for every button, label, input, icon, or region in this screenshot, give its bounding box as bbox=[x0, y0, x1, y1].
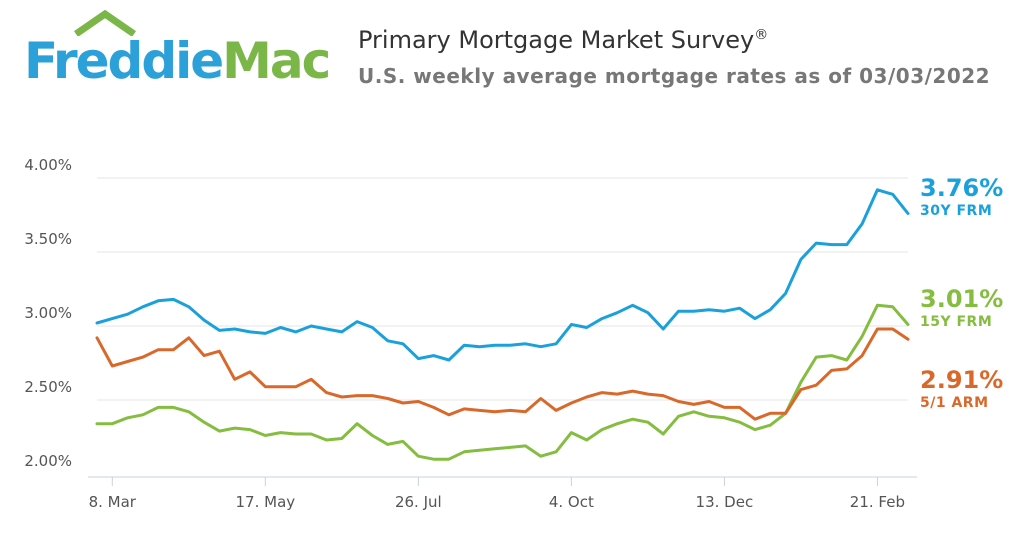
x-tick-label: 21. Feb bbox=[850, 493, 905, 511]
y-tick-label: 3.00% bbox=[24, 304, 72, 322]
x-tick-label: 13. Dec bbox=[696, 493, 754, 511]
label-15y-frm: 3.01% 15Y FRM bbox=[920, 285, 1003, 331]
y-tick-label: 3.50% bbox=[24, 230, 72, 248]
grid-lines bbox=[97, 177, 908, 401]
label-30y-frm-name: 30Y FRM bbox=[920, 203, 993, 219]
y-tick-label: 2.00% bbox=[24, 452, 72, 470]
freddie-mac-logo: FreddieMac bbox=[20, 10, 331, 90]
y-tick-label: 4.00% bbox=[24, 156, 72, 174]
x-axis: 8. Mar 17. May 26. Jul 4. Oct 13. Dec 21. Feb bbox=[88, 476, 917, 511]
logo-freddie: Freddie bbox=[24, 32, 224, 90]
series-line-arm51 bbox=[95, 327, 910, 421]
chart-title-text: Primary Mortgage Market Survey bbox=[358, 26, 755, 54]
label-15y-frm-name: 15Y FRM bbox=[920, 314, 993, 330]
label-30y-frm: 3.76% 30Y FRM bbox=[920, 174, 1003, 220]
label-15y-frm-value: 3.01% bbox=[920, 285, 1004, 313]
y-tick-label: 2.50% bbox=[24, 378, 72, 396]
label-30y-frm-value: 3.76% bbox=[920, 174, 1004, 202]
logo-wordmark: FreddieMac bbox=[24, 32, 331, 90]
label-5-1-arm-name: 5/1 ARM bbox=[920, 395, 989, 411]
x-tick-label: 4. Oct bbox=[549, 493, 594, 511]
registered-mark: ® bbox=[754, 27, 769, 43]
label-5-1-arm: 2.91% 5/1 ARM bbox=[920, 366, 1003, 412]
chart-subtitle: U.S. weekly average mortgage rates as of… bbox=[358, 64, 991, 88]
x-tick-label: 26. Jul bbox=[395, 493, 442, 511]
chart-title: Primary Mortgage Market Survey® bbox=[358, 26, 768, 54]
series-lines bbox=[95, 188, 910, 461]
house-roof-icon bbox=[74, 10, 136, 36]
x-tick-label: 8. Mar bbox=[89, 493, 137, 511]
series-line-frm15 bbox=[95, 303, 910, 461]
y-axis-labels: 2.00% 2.50% 3.00% 3.50% 4.00% bbox=[24, 156, 72, 470]
logo-mac: Mac bbox=[222, 32, 331, 90]
series-line-frm30 bbox=[95, 188, 910, 362]
x-tick-label: 17. May bbox=[236, 493, 296, 511]
label-5-1-arm-value: 2.91% bbox=[920, 366, 1004, 394]
